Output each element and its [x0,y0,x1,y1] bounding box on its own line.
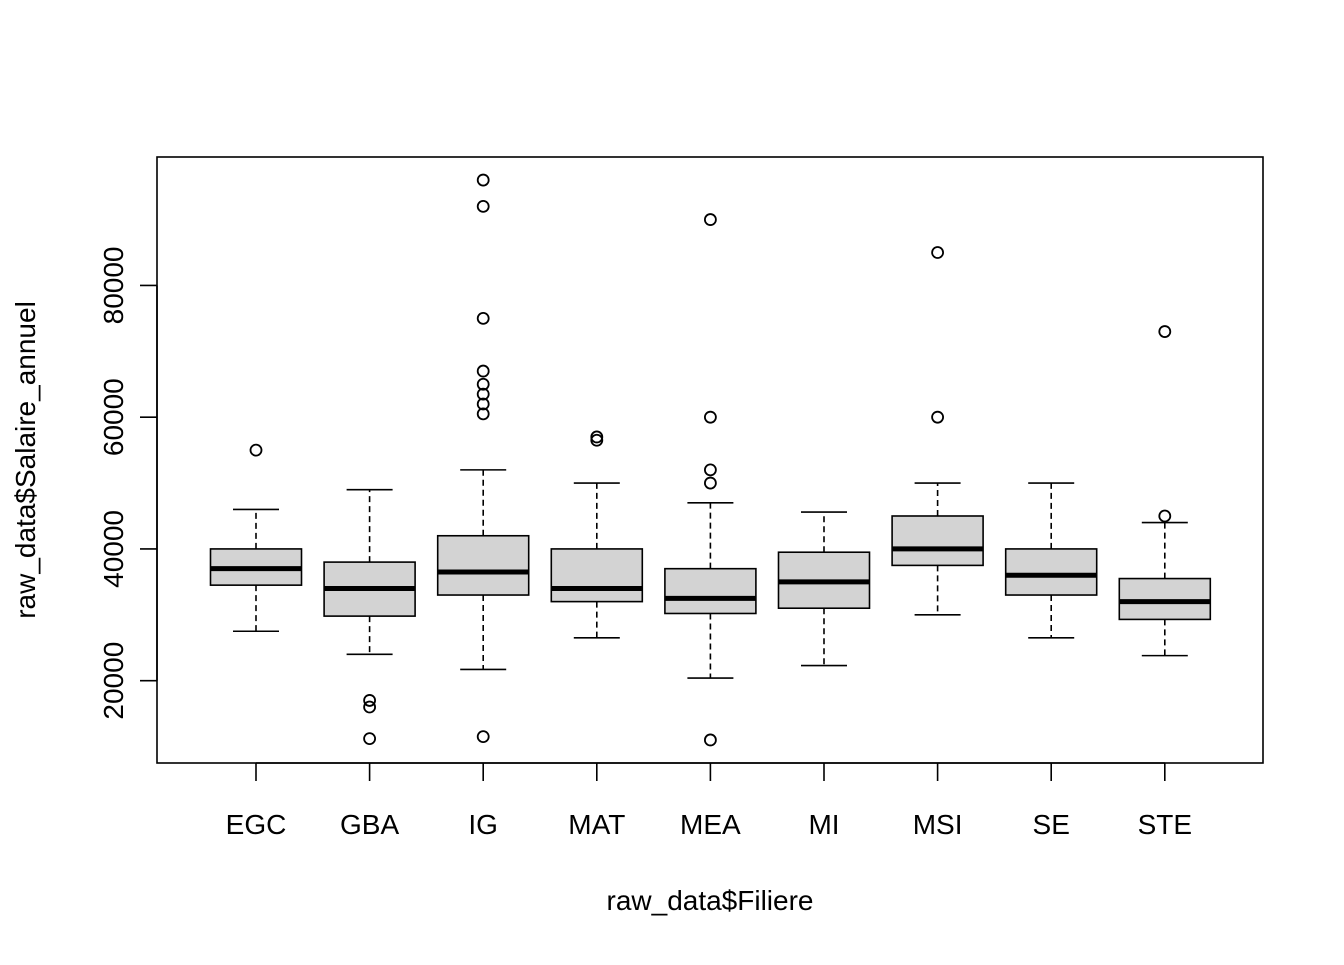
outlier-point [931,410,944,424]
outlier-point [476,730,490,744]
x-tick-label: MI [808,809,839,840]
outlier-point [476,377,490,391]
box-iqr [664,567,757,615]
x-tick-label: MAT [568,809,625,840]
box-group-gba [323,488,416,746]
outlier-point [704,213,717,226]
box-iqr [550,548,644,603]
box-group-egc [209,443,303,633]
x-tick-label: EGC [226,809,287,840]
plot-frame [156,156,1264,764]
y-axis: 20000 40000 60000 80000 [98,247,158,720]
outlier-point [476,407,490,421]
x-tick-label: GBA [340,809,399,840]
box-iqr [1004,548,1098,596]
outlier-point [590,433,604,447]
outlier-point [363,700,377,714]
x-tick-label: MEA [680,809,741,840]
outlier-point [590,430,604,444]
box-iqr [1118,577,1212,621]
outlier-point [476,173,490,187]
outlier-point [476,387,490,401]
outlier-point [363,694,377,707]
x-axis-label: raw_data$Filiere [607,885,814,916]
y-tick-label: 80000 [98,247,129,325]
x-tick-label: MSI [913,809,963,840]
outlier-point [249,443,263,457]
box-group-mat [550,430,644,639]
box-group-se [1004,482,1098,639]
outlier-point [704,476,717,490]
outlier-point [1158,509,1172,523]
outlier-point [476,311,490,325]
box-group-mea [664,213,757,747]
x-tick-label: SE [1033,809,1070,840]
outlier-point [363,732,377,746]
box-group-ste [1118,325,1212,657]
outlier-point [476,397,490,411]
outlier-point [704,463,717,477]
outlier-point [704,410,717,424]
box-group-mi [777,511,871,667]
x-tick-label: STE [1138,809,1192,840]
y-tick-label: 40000 [98,510,129,588]
chart-marks [209,173,1212,747]
box-group-msi [891,246,984,616]
outlier-point [476,200,490,213]
box-iqr [891,515,984,567]
outlier-point [1158,325,1172,338]
y-tick-label: 20000 [98,642,129,720]
x-axis: EGC GBA IG MAT MEA MI MSI SE STE [226,762,1192,840]
outlier-point [476,364,490,378]
outlier-point [931,246,944,259]
x-tick-label: IG [468,809,498,840]
y-tick-label: 60000 [98,378,129,456]
box-group-ig [436,173,530,744]
y-axis-label: raw_data$Salaire_annuel [10,301,41,619]
outlier-point [704,733,717,747]
box-iqr [436,534,530,596]
